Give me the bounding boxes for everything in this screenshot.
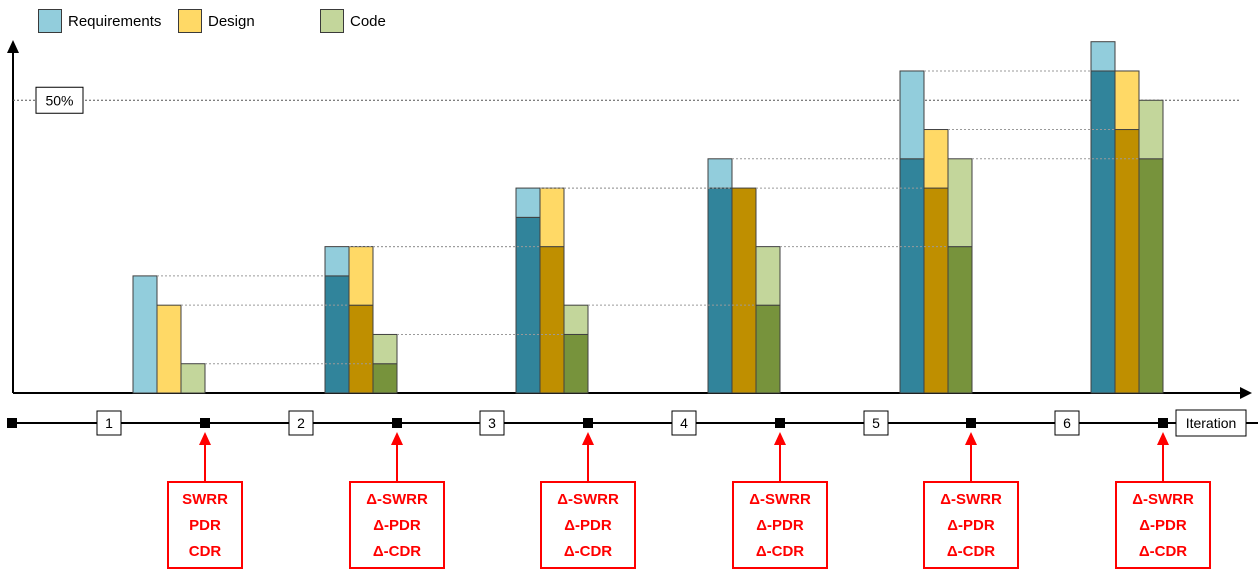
legend-swatch-design — [178, 9, 202, 33]
review-text-4-3: Δ-CDR — [756, 543, 804, 560]
iteration-box-6 — [1054, 410, 1080, 436]
review-arrow-head-4 — [774, 432, 786, 445]
bar-design-completed-iter-3 — [539, 246, 565, 394]
iteration-label-3: 3 — [488, 415, 496, 431]
bar-requirements-added-iter-2 — [324, 246, 350, 277]
timeline-start-marker — [7, 418, 17, 428]
iteration-box-4 — [671, 410, 697, 436]
review-text-4-1: Δ-SWRR — [749, 491, 811, 508]
review-arrow-head-6 — [1157, 432, 1169, 445]
iteration-label-4: 4 — [680, 415, 688, 431]
x-axis-arrow — [1240, 387, 1252, 399]
iteration-label-2: 2 — [297, 415, 305, 431]
bar-design-completed-iter-4 — [731, 187, 757, 394]
reference-label-box — [35, 86, 84, 114]
legend-item-code: Code — [320, 8, 386, 34]
review-arrow-head-5 — [965, 432, 977, 445]
legend-item-requirements: Requirements — [38, 8, 161, 34]
bar-design-completed-iter-5 — [923, 187, 949, 394]
iteration-axis-box — [1175, 409, 1247, 437]
iteration-box-1 — [96, 410, 122, 436]
review-text-2-2: Δ-PDR — [373, 517, 421, 534]
bar-code-added-iter-2 — [372, 333, 398, 365]
legend-label-code: Code — [350, 12, 386, 30]
iteration-box-5 — [863, 410, 889, 436]
review-text-1-3: CDR — [189, 543, 222, 560]
iteration-label-1: 1 — [105, 415, 113, 431]
review-text-2-1: Δ-SWRR — [366, 491, 428, 508]
legend-swatch-requirements — [38, 9, 62, 33]
bar-requirements-added-iter-5 — [899, 70, 925, 160]
review-text-6-3: Δ-CDR — [1139, 543, 1187, 560]
review-text-5-3: Δ-CDR — [947, 543, 995, 560]
review-text-4-2: Δ-PDR — [756, 517, 804, 534]
legend-swatch-code — [320, 9, 344, 33]
iteration-label-5: 5 — [872, 415, 880, 431]
bar-requirements-added-iter-4 — [707, 158, 733, 189]
review-box-1 — [167, 481, 243, 569]
review-text-1-2: PDR — [189, 517, 221, 534]
review-text-6-1: Δ-SWRR — [1132, 491, 1194, 508]
bar-code-completed-iter-5 — [947, 246, 973, 394]
bar-requirements-added-iter-3 — [515, 187, 541, 218]
review-text-1-1: SWRR — [182, 491, 228, 508]
review-marker-6 — [1158, 418, 1168, 428]
bar-requirements-added-iter-6 — [1090, 41, 1116, 72]
bar-design-added-iter-3 — [539, 187, 565, 248]
review-marker-5 — [966, 418, 976, 428]
bar-requirements-completed-iter-5 — [899, 158, 925, 394]
review-text-5-1: Δ-SWRR — [940, 491, 1002, 508]
review-text-3-1: Δ-SWRR — [557, 491, 619, 508]
iteration-label-6: 6 — [1063, 415, 1071, 431]
bar-requirements-added-iter-1 — [132, 275, 158, 394]
bar-requirements-completed-iter-6 — [1090, 70, 1116, 394]
bar-code-completed-iter-6 — [1138, 158, 1164, 394]
bar-code-added-iter-6 — [1138, 99, 1164, 160]
review-arrow-head-2 — [391, 432, 403, 445]
reference-label-text: 50% — [45, 92, 73, 108]
bar-code-completed-iter-3 — [563, 333, 589, 394]
iteration-box-3 — [479, 410, 505, 436]
bar-code-added-iter-4 — [755, 246, 781, 306]
review-text-5-2: Δ-PDR — [947, 517, 995, 534]
bar-design-completed-iter-2 — [348, 304, 374, 394]
y-axis-arrow — [7, 40, 19, 53]
bar-design-added-iter-2 — [348, 246, 374, 306]
legend-label-requirements: Requirements — [68, 12, 162, 30]
review-text-2-3: Δ-CDR — [373, 543, 421, 560]
review-box-2 — [349, 481, 445, 569]
iteration-box-2 — [288, 410, 314, 436]
bar-requirements-completed-iter-4 — [707, 187, 733, 394]
review-arrow-head-3 — [582, 432, 594, 445]
iteration-axis-label: Iteration — [1186, 415, 1237, 431]
legend: Requirements Design Code — [38, 8, 458, 34]
review-marker-4 — [775, 418, 785, 428]
bar-code-completed-iter-2 — [372, 363, 398, 394]
review-text-3-2: Δ-PDR — [564, 517, 612, 534]
review-text-3-3: Δ-CDR — [564, 543, 612, 560]
review-arrow-head-1 — [199, 432, 211, 445]
legend-label-design: Design — [208, 12, 255, 30]
bar-design-added-iter-1 — [156, 304, 182, 394]
bar-requirements-completed-iter-2 — [324, 275, 350, 394]
review-marker-3 — [583, 418, 593, 428]
bar-design-added-iter-6 — [1114, 70, 1140, 131]
bar-code-added-iter-1 — [180, 363, 206, 394]
bar-design-added-iter-5 — [923, 129, 949, 189]
bar-code-added-iter-5 — [947, 158, 973, 248]
review-box-3 — [540, 481, 636, 569]
bar-design-completed-iter-6 — [1114, 129, 1140, 394]
bar-code-added-iter-3 — [563, 304, 589, 335]
review-box-4 — [732, 481, 828, 569]
review-text-6-2: Δ-PDR — [1139, 517, 1187, 534]
review-box-5 — [923, 481, 1019, 569]
legend-item-design: Design — [178, 8, 255, 34]
bar-requirements-completed-iter-3 — [515, 216, 541, 394]
review-marker-2 — [392, 418, 402, 428]
bar-code-completed-iter-4 — [755, 304, 781, 394]
review-box-6 — [1115, 481, 1211, 569]
review-marker-1 — [200, 418, 210, 428]
